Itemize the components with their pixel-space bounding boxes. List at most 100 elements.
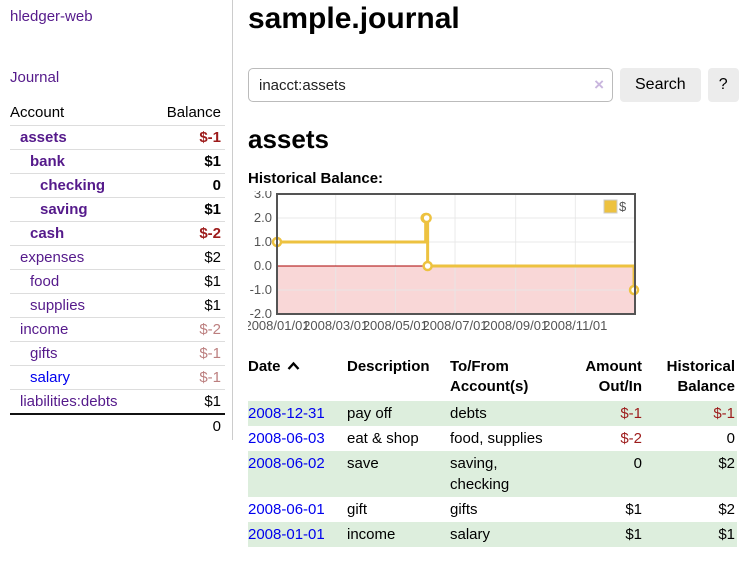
register-row: 2008-06-02 save saving, checking 0 $2 [248,451,737,497]
transaction-balance: $2 [718,455,735,472]
transaction-date-link[interactable]: 2008-06-01 [248,501,325,518]
register-row: 2008-01-01 income salary $1 $1 [248,522,737,547]
account-row: income $-2 [10,317,225,342]
account-row: expenses $2 [10,245,225,270]
svg-text:2008/09/01: 2008/09/01 [483,318,548,333]
account-link-cash[interactable]: cash [30,225,65,242]
register-row: 2008-06-03 eat & shop food, supplies $-2… [248,426,737,451]
chart-title: Historical Balance: [248,170,384,187]
svg-text:$: $ [619,199,627,214]
account-row: food $1 [10,269,225,294]
transaction-description: pay off [347,405,392,422]
svg-text:2008/05/01: 2008/05/01 [363,318,428,333]
account-row: cash $-2 [10,221,225,246]
account-balance: 0 [149,173,225,198]
search-button[interactable]: Search [620,68,701,102]
svg-text:2008/11/01: 2008/11/01 [543,318,607,333]
chart-container: $3.0 2.0 1.0 0.0 -1.0 -2.0 2008/01/01 2008/03/0… [248,191,742,343]
svg-text:3.0: 3.0 [254,191,272,201]
accounts-total-row: 0 [10,413,225,438]
account-balance: $1 [149,149,225,174]
accounts-total-value: 0 [149,413,225,438]
account-balance: $-1 [149,125,225,150]
account-balance: $-2 [149,317,225,342]
transaction-description: eat & shop [347,430,419,447]
account-link-assets[interactable]: assets [20,129,67,146]
account-link-bank[interactable]: bank [30,153,66,170]
account-balance: $1 [149,389,225,414]
account-balance: $1 [149,293,225,318]
accounts-table: Account Balance assets $-1 bank $1 checkin… [10,102,225,438]
accounts-header-balance: Balance [166,104,221,121]
svg-text:2008/01/01: 2008/01/01 [248,318,310,333]
transaction-balance: $-1 [713,405,735,422]
transaction-accounts: food, supplies [450,430,543,447]
account-balance: $2 [149,245,225,270]
search-input-wrapper: × [248,68,613,102]
register-header-description: Description [347,358,430,375]
account-row: saving $1 [10,197,225,222]
transaction-accounts: salary [450,526,491,543]
account-balance: $-1 [149,341,225,366]
account-link-checking[interactable]: checking [40,177,106,194]
main-content: sample.journal × Search ? assets Histori… [234,0,742,547]
account-row: salary $-1 [10,365,225,390]
transaction-date-link[interactable]: 2008-01-01 [248,526,325,543]
transaction-balance: 0 [726,430,735,447]
account-link-salary[interactable]: salary [30,369,71,386]
search-input[interactable] [248,68,613,102]
account-balance: $1 [149,197,225,222]
register-table: Date Description To/From Account(s) Amou… [248,355,737,547]
account-link-liabilities-debts[interactable]: liabilities:debts [20,393,118,410]
sidebar-item-journal[interactable]: Journal [10,69,60,86]
account-row: supplies $1 [10,293,225,318]
transaction-amount: $1 [625,501,642,518]
transaction-description: gift [347,501,368,518]
register-header-tofrom: To/From Account(s) [450,358,529,395]
transaction-amount: $1 [625,526,642,543]
account-link-income[interactable]: income [20,321,69,338]
account-balance: $-1 [149,365,225,390]
transaction-amount: $-2 [620,430,642,447]
historical-balance-chart: $3.0 2.0 1.0 0.0 -1.0 -2.02008/01/012008/03/0… [248,191,640,333]
account-link-supplies[interactable]: supplies [30,297,86,314]
brand-link[interactable]: hledger-web [10,8,93,25]
account-link-saving[interactable]: saving [40,201,88,218]
svg-text:-2.0: -2.0 [250,306,272,321]
transaction-accounts: saving, checking [450,455,510,493]
transaction-amount: $-1 [620,405,642,422]
sidebar: hledger-web Journal Account Balance asse… [0,0,233,440]
transaction-description: income [347,526,396,543]
svg-text:1.0: 1.0 [254,234,272,249]
transaction-date-link[interactable]: 2008-06-03 [248,430,325,447]
svg-text:2008/07/01: 2008/07/01 [422,318,487,333]
transaction-date-link[interactable]: 2008-12-31 [248,405,325,422]
clear-search-icon[interactable]: × [594,74,604,94]
accounts-header-account: Account [10,104,65,121]
register-header-date[interactable]: Date [248,355,347,401]
account-row: bank $1 [10,149,225,174]
account-row: gifts $-1 [10,341,225,366]
transaction-date-link[interactable]: 2008-06-02 [248,455,325,472]
account-link-gifts[interactable]: gifts [30,345,58,362]
transaction-balance: $1 [718,526,735,543]
svg-text:2.0: 2.0 [254,210,272,225]
register-header-balance: Historical Balance [666,358,735,395]
svg-text:-1.0: -1.0 [250,282,272,297]
svg-text:0.0: 0.0 [254,258,272,273]
account-link-food[interactable]: food [30,273,60,290]
account-link-expenses[interactable]: expenses [20,249,85,266]
svg-text:2008/03/01: 2008/03/01 [303,318,368,333]
account-row: checking 0 [10,173,225,198]
account-balance: $-2 [149,221,225,246]
transaction-accounts: gifts [450,501,478,518]
register-header-amount: Amount Out/In [585,358,642,395]
help-button[interactable]: ? [707,68,739,102]
register-row: 2008-12-31 pay off debts $-1 $-1 [248,401,737,426]
sort-ascending-icon [287,357,300,377]
account-balance: $1 [149,269,225,294]
account-row: liabilities:debts $1 [10,389,225,414]
search-bar: × Search ? [248,68,742,102]
transaction-balance: $2 [718,501,735,518]
